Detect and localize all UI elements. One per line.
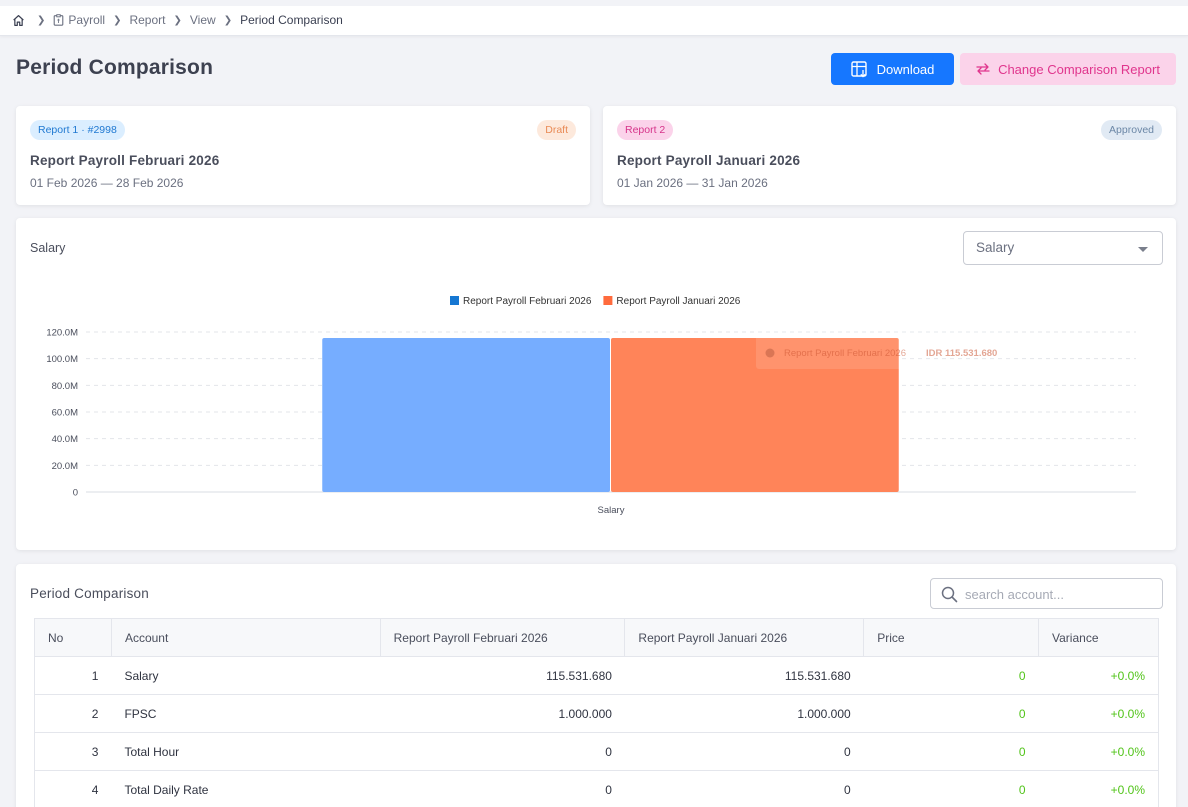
x-tick-label: Salary	[598, 505, 625, 516]
chevron-right-icon: ❯	[223, 14, 233, 26]
swap-arrows-icon	[976, 63, 990, 75]
report-1-name: Report Payroll Februari 2026	[30, 153, 220, 168]
row-variance: +0.0%	[1038, 694, 1159, 733]
table-row[interactable]: 2 FPSC 1.000.000 1.000.000 0 +0.0%	[34, 694, 1159, 733]
row-account: FPSC	[111, 694, 381, 733]
report-1-dates: 01 Feb 2026 — 28 Feb 2026	[30, 176, 184, 190]
row-report-2-value: 0	[624, 770, 864, 807]
legend-label: Report Payroll Februari 2026	[463, 296, 592, 307]
report-2-card: Report 2 Approved Report Payroll Januari…	[603, 106, 1176, 205]
tooltip-series: Report Payroll Februari 2026	[784, 348, 906, 359]
table-card: Period Comparison No Account Report Payr…	[16, 564, 1176, 807]
row-price: 0	[863, 770, 1039, 807]
row-variance: +0.0%	[1038, 732, 1159, 771]
account-select[interactable]: Salary	[963, 231, 1163, 265]
breadcrumb-report[interactable]: Report	[129, 13, 166, 27]
top-bar: ❯ Payroll ❯ Report ❯ View ❯ Period Compa…	[0, 0, 1188, 36]
table-row[interactable]: 4 Total Daily Rate 0 0 0 +0.0%	[34, 770, 1159, 807]
y-tick-label: 60.0M	[52, 408, 78, 419]
row-report-1-value: 115.531.680	[380, 656, 625, 695]
legend-swatch	[450, 296, 459, 305]
row-report-2-value: 0	[624, 732, 864, 771]
row-no: 1	[34, 656, 112, 695]
spreadsheet-download-icon	[850, 60, 867, 78]
row-account: Salary	[111, 656, 381, 695]
row-report-1-value: 0	[380, 732, 625, 771]
breadcrumb-label: Payroll	[68, 13, 106, 27]
search-icon	[941, 586, 958, 603]
column-header-no[interactable]: No	[34, 618, 112, 657]
row-account: Total Daily Rate	[111, 770, 381, 807]
row-variance: +0.0%	[1038, 656, 1159, 695]
row-no: 3	[34, 732, 112, 771]
page-title: Period Comparison	[16, 56, 214, 79]
chart-card: Salary Salary 0 20.0M 40.0M 60.0M 80.0M 100.0…	[16, 218, 1176, 550]
change-comparison-button[interactable]: Change Comparison Report	[960, 53, 1176, 85]
download-button[interactable]: Download	[831, 53, 954, 85]
row-variance: +0.0%	[1038, 770, 1159, 807]
breadcrumb: ❯ Payroll ❯ Report ❯ View ❯ Period Compa…	[12, 13, 343, 27]
column-header-report-1[interactable]: Report Payroll Februari 2026	[379, 618, 626, 657]
bar	[611, 337, 899, 492]
breadcrumb-payroll[interactable]: Payroll	[53, 13, 105, 27]
bar	[322, 337, 610, 492]
row-no: 2	[34, 694, 112, 733]
status-badge: Approved	[1101, 120, 1162, 140]
row-report-1-value: 0	[380, 770, 625, 807]
home-link[interactable]	[12, 14, 29, 27]
clipboard-icon	[54, 14, 64, 26]
y-tick-label: 20.0M	[52, 461, 78, 472]
row-report-2-value: 1.000.000	[624, 694, 864, 733]
y-tick-label: 40.0M	[52, 434, 78, 445]
table-row[interactable]: 1 Salary 115.531.680 115.531.680 0 +0.0%	[34, 656, 1159, 695]
row-no: 4	[34, 770, 112, 807]
caret-down-icon	[1138, 247, 1148, 252]
search-input[interactable]	[965, 583, 1155, 605]
chevron-right-icon: ❯	[37, 14, 46, 26]
column-header-variance[interactable]: Variance	[1038, 618, 1159, 657]
table-header-row: No Account Report Payroll Februari 2026 …	[34, 618, 1159, 657]
status-badge: Draft	[537, 120, 576, 140]
y-tick-label: 0	[73, 488, 78, 499]
tooltip-dot	[765, 348, 775, 358]
legend-swatch	[603, 296, 613, 305]
breadcrumb-view[interactable]: View	[189, 13, 216, 27]
row-price: 0	[863, 656, 1039, 695]
report-2-name: Report Payroll Januari 2026	[617, 153, 801, 168]
report-1-tag: Report 1 · #2998	[30, 120, 125, 140]
y-tick-label: 100.0M	[46, 354, 78, 365]
tooltip-title: Salary	[762, 315, 789, 326]
tooltip-box	[756, 308, 1012, 369]
account-select-value: Salary	[976, 240, 1015, 255]
column-header-account[interactable]: Account	[110, 618, 381, 657]
y-tick-label: 80.0M	[52, 381, 78, 392]
chart-section-label: Salary	[30, 241, 66, 255]
tooltip-value: IDR 115.531.680	[926, 348, 997, 359]
legend-label: Report Payroll Januari 2026	[616, 296, 740, 307]
column-header-report-2[interactable]: Report Payroll Januari 2026	[624, 618, 865, 657]
row-price: 0	[863, 694, 1039, 733]
download-label: Download	[876, 61, 935, 77]
row-account: Total Hour	[111, 732, 381, 771]
chevron-right-icon: ❯	[173, 14, 182, 26]
change-comparison-label: Change Comparison Report	[998, 61, 1160, 77]
chevron-right-icon: ❯	[113, 14, 122, 26]
report-2-dates: 01 Jan 2026 — 31 Jan 2026	[617, 176, 768, 190]
y-tick-label: 120.0M	[46, 328, 78, 339]
home-icon	[13, 14, 24, 26]
report-2-tag: Report 2	[617, 120, 674, 140]
column-header-price[interactable]: Price	[863, 618, 1040, 657]
row-price: 0	[863, 732, 1039, 771]
table-row[interactable]: 3 Total Hour 0 0 0 +0.0%	[34, 732, 1159, 771]
row-report-2-value: 115.531.680	[624, 656, 864, 695]
report-1-card: Report 1 · #2998 Draft Report Payroll Fe…	[16, 106, 590, 205]
breadcrumb-current: Period Comparison	[240, 13, 343, 27]
table-title: Period Comparison	[30, 586, 149, 601]
search-box[interactable]	[930, 578, 1163, 609]
row-report-1-value: 1.000.000	[380, 694, 625, 733]
comparison-table: No Account Report Payroll Februari 2026 …	[34, 618, 1159, 807]
bar-chart: 0 20.0M 40.0M 60.0M 80.0M 100.0M 120.0M Salary R…	[46, 296, 1136, 516]
